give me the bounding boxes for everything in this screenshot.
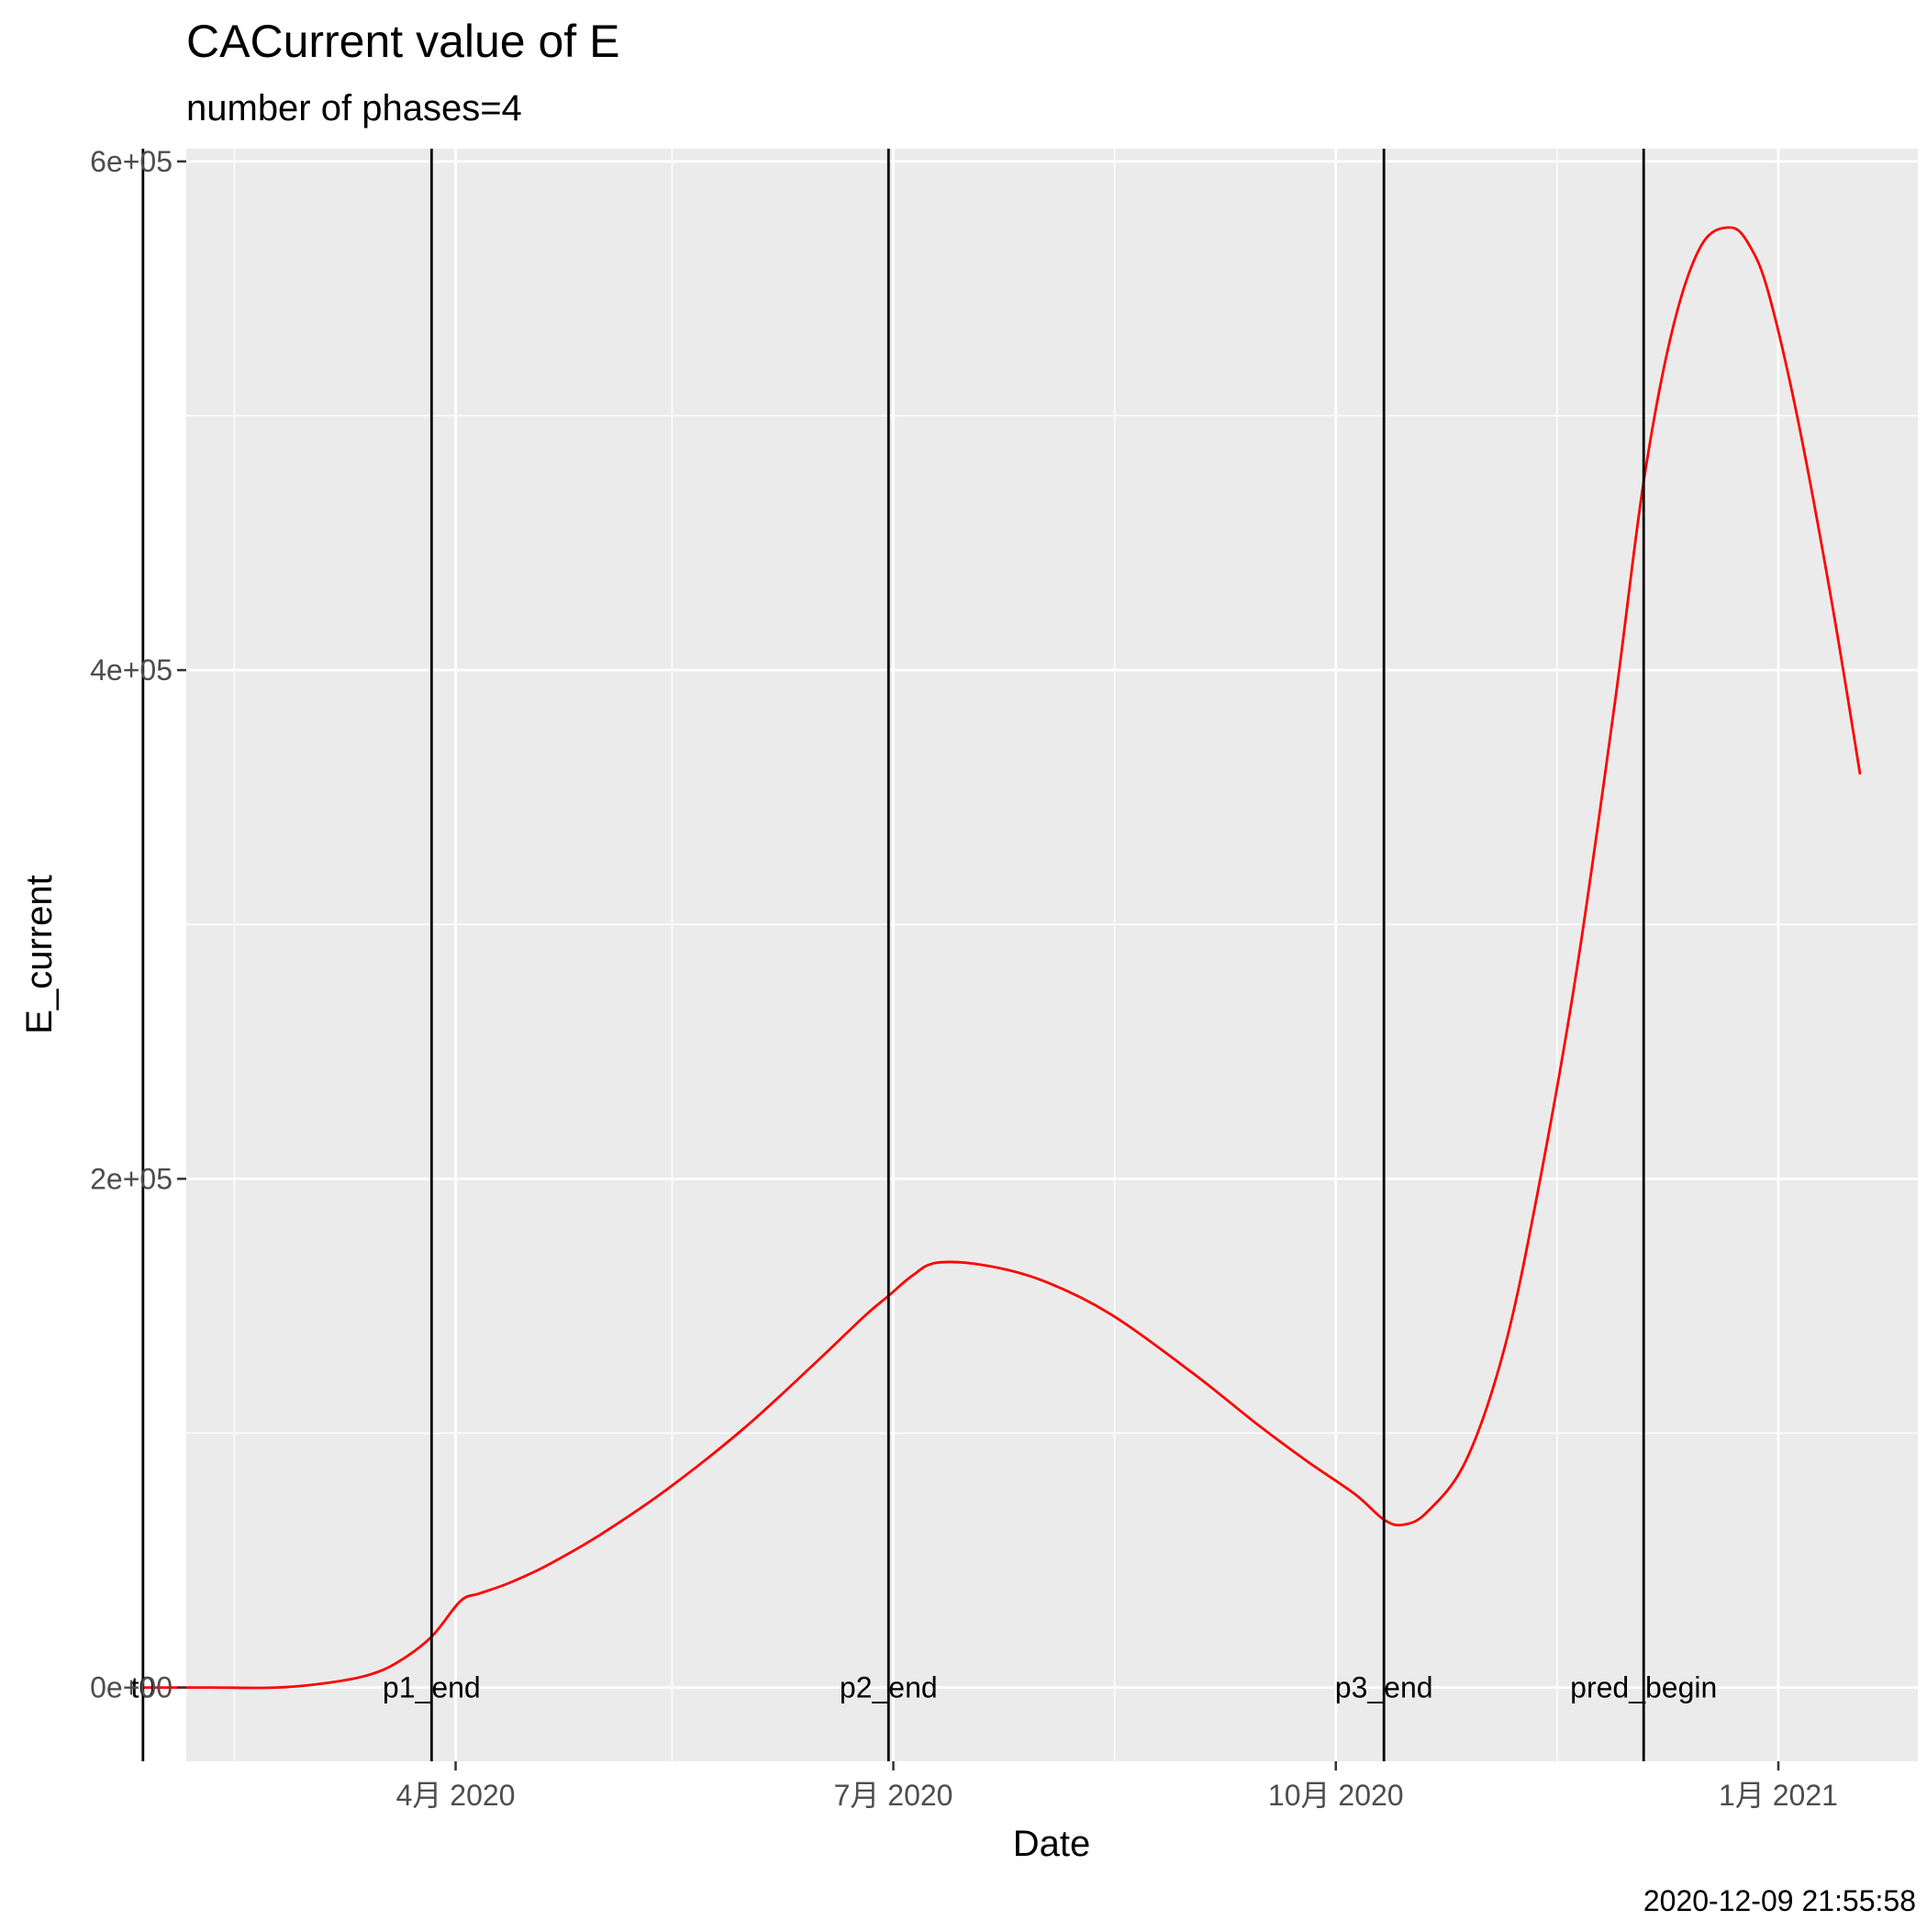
x-tick-label: 1月 2021 (1719, 1779, 1838, 1812)
x-tick-label: 10月 2020 (1268, 1779, 1404, 1812)
y-tick-label: 4e+05 (90, 653, 173, 687)
series-layer (142, 226, 1862, 1690)
x-axis-title: Date (1013, 1824, 1091, 1864)
y-tick-label: 6e+05 (90, 145, 173, 178)
x-tick-label: 4月 2020 (396, 1779, 516, 1812)
phase-label: pred_begin (1570, 1671, 1717, 1704)
axis-layer: 0e+00 2e+05 4e+05 6e+05 4月 2020 7月 2020 10月 20… (90, 145, 1838, 1812)
y-tick-label: 0e+00 (90, 1671, 173, 1704)
phase-label: p3_end (1335, 1671, 1433, 1704)
plot-panel (186, 149, 1918, 1761)
chart-subtitle: number of phases=4 (186, 88, 522, 128)
phase-label: t0 (130, 1671, 155, 1704)
caption: 2020-12-09 21:55:58 (1643, 1884, 1916, 1917)
y-tick-label: 2e+05 (90, 1162, 173, 1195)
x-tick-label: 7月 2020 (834, 1779, 953, 1812)
grid-major (186, 149, 1918, 1761)
phase-label: p1_end (383, 1671, 481, 1704)
vline-layer: t0 p1_end p2_end p3_end pred_begin (130, 149, 1717, 1761)
chart-title: CACurrent value of E (186, 16, 619, 67)
phase-label: p2_end (840, 1671, 938, 1704)
grid-minor (186, 149, 1918, 1761)
y-axis-title: E_current (19, 875, 60, 1033)
series-line (142, 226, 1862, 1690)
